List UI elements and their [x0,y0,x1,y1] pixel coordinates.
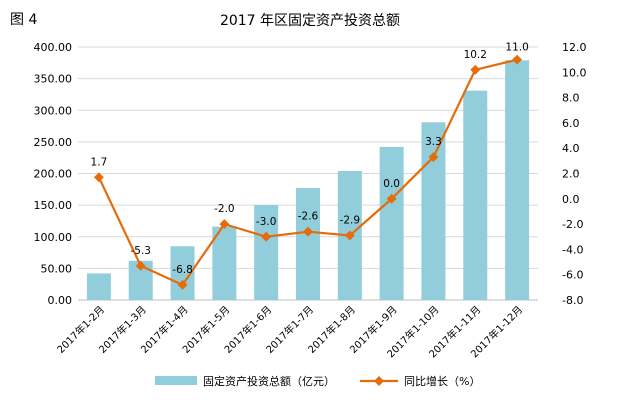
growth-marker [219,219,230,230]
growth-data-label: -2.6 [298,211,319,223]
right-tick-label: -6.0 [562,269,583,282]
figure-label: 图 4 [10,12,38,28]
left-tick-label: 100.00 [34,231,73,244]
left-tick-label: 300.00 [34,104,73,117]
right-tick-label: -4.0 [562,243,583,256]
growth-marker [261,231,272,242]
growth-data-label: -3.0 [256,216,277,228]
growth-data-label: -6.8 [172,264,193,276]
left-tick-label: 200.00 [34,168,73,181]
bar [463,90,488,300]
growth-marker [93,172,104,183]
growth-data-label: 11.0 [505,42,528,54]
growth-marker [428,152,439,163]
left-tick-label: 50.00 [41,262,73,275]
legend-bar-label: 固定资产投资总额（亿元） [203,374,335,388]
right-tick-label: 0.0 [562,193,580,206]
growth-marker [386,193,397,204]
left-tick-label: 150.00 [34,199,73,212]
right-tick-label: 12.0 [562,41,587,54]
right-tick-label: -2.0 [562,218,583,231]
chart-title: 2017 年区固定资产投资总额 [219,13,401,29]
left-tick-label: 400.00 [34,41,73,54]
growth-marker [470,64,481,75]
bar [212,226,237,300]
growth-marker [344,230,355,241]
growth-marker [177,279,188,290]
bar [505,60,530,300]
bar [296,188,320,300]
legend-bar-swatch [155,376,197,385]
left-tick-label: 250.00 [34,136,73,149]
bar [254,205,279,300]
growth-data-label: -2.0 [214,203,235,215]
growth-marker [303,226,313,237]
right-tick-label: 10.0 [562,66,587,79]
growth-data-label: 10.2 [464,49,487,61]
bar [379,146,404,300]
bar [86,273,111,300]
left-tick-label: 0.00 [48,294,73,307]
growth-data-label: 0.0 [383,178,400,190]
legend-line-label: 同比增长（%） [404,374,480,388]
right-tick-label: 4.0 [562,142,580,155]
right-tick-label: 2.0 [562,168,580,181]
right-tick-label: 8.0 [562,92,580,105]
bar [421,122,446,300]
growth-data-label: -2.9 [340,214,361,226]
growth-data-label: 1.7 [91,156,108,168]
growth-data-label: 3.3 [425,136,442,148]
growth-marker [135,260,146,271]
left-tick-label: 350.00 [34,73,73,86]
right-tick-label: 6.0 [562,117,580,130]
legend-line-marker [374,376,384,386]
right-tick-label: -8.0 [562,294,583,307]
growth-marker [512,54,523,65]
growth-data-label: -5.3 [130,245,151,257]
